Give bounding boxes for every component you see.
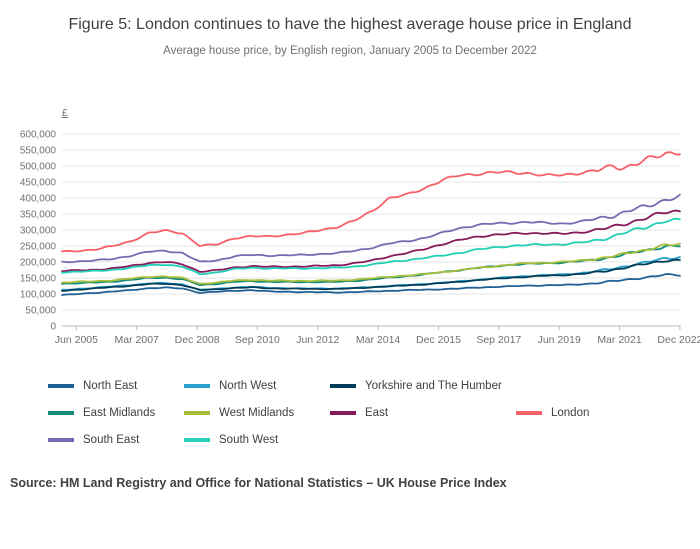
- legend-item-east-midlands: East Midlands: [48, 407, 184, 419]
- series-line-south-west: [61, 217, 681, 276]
- legend-swatch-west-midlands: [184, 411, 210, 415]
- line-chart: 0 50,000 100,000 150,000 200,000 250,000 300,0…: [20, 130, 700, 347]
- legend-swatch-south-east: [48, 438, 74, 442]
- x-tick-label: Jun 2019: [538, 334, 581, 346]
- x-tick-label: Jun 2012: [296, 334, 339, 346]
- figure-subtitle: Average house price, by English region, …: [163, 45, 537, 57]
- legend-item-south-east: South East: [48, 434, 184, 446]
- legend-item-north-east: North East: [48, 380, 184, 392]
- series-line-west-midlands: [61, 242, 681, 285]
- y-tick-label: 200,000: [20, 258, 57, 269]
- x-tick-label: Sep 2010: [235, 334, 280, 346]
- legend-item-london: London: [516, 407, 688, 419]
- legend-swatch-south-west: [184, 438, 210, 442]
- legend-label: East Midlands: [83, 407, 156, 419]
- y-tick-label: 400,000: [20, 194, 57, 205]
- series-line-south-east: [61, 193, 681, 264]
- x-tick-label: Dec 2008: [175, 334, 220, 346]
- y-tick-label: 350,000: [20, 210, 57, 221]
- legend-label: Yorkshire and The Humber: [365, 380, 502, 392]
- legend-item-west-midlands: West Midlands: [184, 407, 330, 419]
- legend-item-north-west: North West: [184, 380, 330, 392]
- chart-area: £ 0 50,000 100,000 150,000 200,000 250,000 300…: [0, 107, 700, 356]
- legend-label: North East: [83, 380, 138, 392]
- legend-label: North West: [219, 380, 277, 392]
- legend-item-south-west: South West: [184, 434, 330, 446]
- legend-item-east: East: [330, 407, 516, 419]
- x-tick-label: Jun 2005: [55, 334, 98, 346]
- series-line-london: [61, 151, 681, 253]
- y-tick-label: 150,000: [20, 274, 57, 285]
- legend-swatch-east-midlands: [48, 411, 74, 415]
- source-note: Source: HM Land Registry and Office for …: [10, 476, 507, 490]
- y-tick-label: 0: [50, 322, 56, 333]
- y-tick-label: 550,000: [20, 146, 57, 157]
- legend-swatch-north-west: [184, 384, 210, 388]
- y-axis-unit-label: £: [62, 107, 68, 119]
- y-tick-label: 100,000: [20, 290, 57, 301]
- y-tick-label: 600,000: [20, 130, 57, 141]
- y-tick-label: 450,000: [20, 178, 57, 189]
- legend-label: South West: [219, 434, 279, 446]
- legend-label: East: [365, 407, 389, 419]
- legend-label: London: [551, 407, 590, 419]
- y-tick-label: 500,000: [20, 162, 57, 173]
- legend-swatch-london: [516, 411, 542, 415]
- y-tick-label: 250,000: [20, 242, 57, 253]
- legend-swatch-north-east: [48, 384, 74, 388]
- series-line-yorkshire-and-the-humber: [61, 258, 681, 292]
- x-tick-label: Dec 2022: [657, 334, 700, 346]
- x-tick-label: Mar 2007: [115, 334, 160, 346]
- legend-swatch-yorkshire-and-the-humber: [330, 384, 356, 388]
- chart-legend: North East North West Yorkshire and The Hu…: [48, 380, 688, 446]
- x-tick-label: Mar 2014: [356, 334, 401, 346]
- figure-title: Figure 5: London continues to have the h…: [68, 16, 632, 33]
- legend-label: South East: [83, 434, 140, 446]
- legend-item-yorkshire-and-the-humber: Yorkshire and The Humber: [330, 380, 688, 392]
- series-line-north-east: [61, 273, 681, 296]
- series-line-east: [61, 209, 681, 273]
- y-tick-label: 50,000: [25, 306, 56, 317]
- y-tick-label: 300,000: [20, 226, 57, 237]
- x-tick-label: Sep 2017: [476, 334, 521, 346]
- legend-swatch-east: [330, 411, 356, 415]
- x-tick-label: Dec 2015: [416, 334, 461, 346]
- legend-label: West Midlands: [219, 407, 295, 419]
- x-tick-label: Mar 2021: [597, 334, 642, 346]
